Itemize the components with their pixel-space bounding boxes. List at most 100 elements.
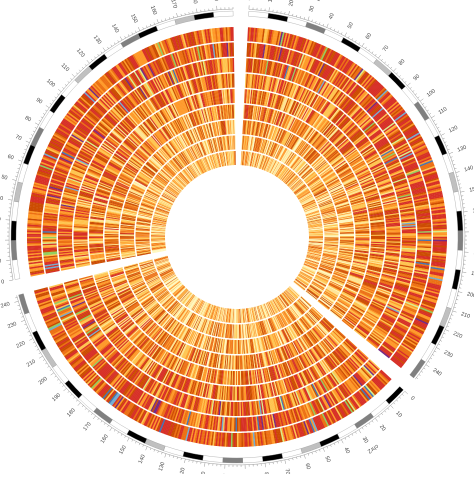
heatmap-cell bbox=[275, 95, 282, 110]
heatmap-cell bbox=[354, 300, 368, 309]
heatmap-cell bbox=[340, 172, 354, 181]
heatmap-cell bbox=[384, 309, 398, 317]
heatmap-cell bbox=[363, 122, 376, 133]
heatmap-cell bbox=[300, 269, 314, 277]
heatmap-cell bbox=[303, 90, 312, 104]
heatmap-cell bbox=[259, 155, 266, 169]
heatmap-cell bbox=[236, 386, 239, 401]
heatmap-cell bbox=[320, 262, 335, 268]
heatmap-cell bbox=[385, 218, 400, 222]
heatmap-cell bbox=[306, 256, 320, 262]
heatmap-cell bbox=[374, 173, 389, 181]
heatmap-cell bbox=[318, 268, 332, 275]
heatmap-cell bbox=[370, 237, 385, 240]
heatmap-cell bbox=[355, 230, 370, 232]
heatmap-cell bbox=[289, 50, 295, 65]
heatmap-cell bbox=[352, 262, 367, 267]
heatmap-cell bbox=[253, 153, 258, 168]
heatmap-cell bbox=[296, 162, 307, 173]
heatmap-cell bbox=[365, 312, 379, 321]
heatmap-cell bbox=[337, 257, 352, 262]
heatmap-cell bbox=[401, 251, 416, 255]
heatmap-cell bbox=[350, 199, 365, 205]
heatmap-cell bbox=[281, 149, 290, 163]
heatmap-cell bbox=[339, 228, 354, 231]
heatmap-cell bbox=[355, 246, 370, 249]
heatmap-cell bbox=[255, 121, 259, 136]
heatmap-cell bbox=[369, 217, 384, 221]
heatmap-cell bbox=[274, 163, 283, 176]
heatmap-cell bbox=[353, 212, 368, 217]
heatmap-cell bbox=[339, 245, 354, 248]
heatmap-cell bbox=[324, 243, 339, 246]
heatmap-cell bbox=[322, 213, 336, 218]
heatmap-cell bbox=[257, 154, 263, 169]
heatmap-cell bbox=[372, 299, 386, 307]
heatmap-cell bbox=[341, 174, 355, 182]
heatmap-cell bbox=[344, 180, 358, 188]
heatmap-cell bbox=[268, 142, 275, 156]
heatmap-cell bbox=[319, 204, 334, 210]
heatmap-cell bbox=[399, 265, 414, 270]
heatmap-cell bbox=[322, 253, 337, 257]
heatmap-cell bbox=[348, 311, 361, 320]
heatmap-cell bbox=[316, 273, 330, 280]
heatmap-cell bbox=[289, 67, 296, 81]
heatmap-cell bbox=[250, 74, 253, 89]
heatmap-cell bbox=[355, 242, 370, 245]
heatmap-cell bbox=[308, 245, 323, 248]
heatmap-cell bbox=[246, 120, 249, 135]
heatmap-cell bbox=[317, 139, 328, 151]
heatmap-cell bbox=[287, 117, 295, 131]
heatmap-cell bbox=[302, 201, 316, 208]
heatmap-cell bbox=[330, 309, 342, 319]
heatmap-cell bbox=[389, 299, 403, 306]
heatmap-cell bbox=[334, 113, 345, 125]
heatmap-cell bbox=[378, 285, 392, 292]
heatmap-cell bbox=[321, 257, 336, 263]
heatmap-cell bbox=[351, 204, 366, 209]
heatmap-cell bbox=[328, 183, 342, 191]
heatmap-cell bbox=[305, 210, 319, 216]
heatmap-cell bbox=[306, 213, 321, 219]
heatmap-cell bbox=[308, 247, 322, 251]
heatmap-cell bbox=[352, 208, 367, 213]
heatmap-cell bbox=[368, 159, 382, 168]
heatmap-cell bbox=[310, 283, 324, 292]
heatmap-cell bbox=[266, 108, 271, 123]
heatmap-cell bbox=[303, 203, 317, 210]
heatmap-cell bbox=[399, 208, 414, 212]
heatmap-cell bbox=[335, 267, 349, 273]
heatmap-cell bbox=[300, 71, 308, 86]
heatmap-cell bbox=[307, 111, 317, 124]
heatmap-cell bbox=[288, 177, 300, 188]
heatmap-cell bbox=[358, 116, 371, 127]
heatmap-cell bbox=[336, 208, 351, 214]
heatmap-cell bbox=[306, 289, 319, 299]
heatmap-cell bbox=[353, 134, 366, 145]
heatmap-cell bbox=[255, 90, 259, 105]
heatmap-cell bbox=[341, 175, 355, 183]
heatmap-cell bbox=[353, 257, 368, 262]
heatmap-cell bbox=[357, 140, 370, 150]
heatmap-cell bbox=[299, 106, 308, 119]
heatmap-cell bbox=[303, 264, 317, 271]
heatmap-cell bbox=[400, 254, 415, 258]
heatmap-cell bbox=[282, 114, 289, 128]
heatmap-cell bbox=[304, 148, 315, 160]
heatmap-cell bbox=[317, 197, 331, 204]
heatmap-cell bbox=[257, 75, 262, 90]
heatmap-cell bbox=[303, 170, 315, 181]
heatmap-cell bbox=[323, 247, 338, 251]
heatmap-cell bbox=[314, 160, 327, 171]
heatmap-cell bbox=[265, 92, 270, 107]
heatmap-cell bbox=[301, 55, 309, 70]
heatmap-cell bbox=[295, 121, 304, 135]
heatmap-cell bbox=[279, 148, 287, 161]
heatmap-cell bbox=[327, 181, 341, 190]
heatmap-cell bbox=[350, 131, 363, 142]
heatmap-cell bbox=[243, 151, 246, 166]
heatmap-cell bbox=[382, 271, 397, 277]
heatmap-cell bbox=[308, 236, 323, 237]
heatmap-cell bbox=[381, 274, 396, 280]
